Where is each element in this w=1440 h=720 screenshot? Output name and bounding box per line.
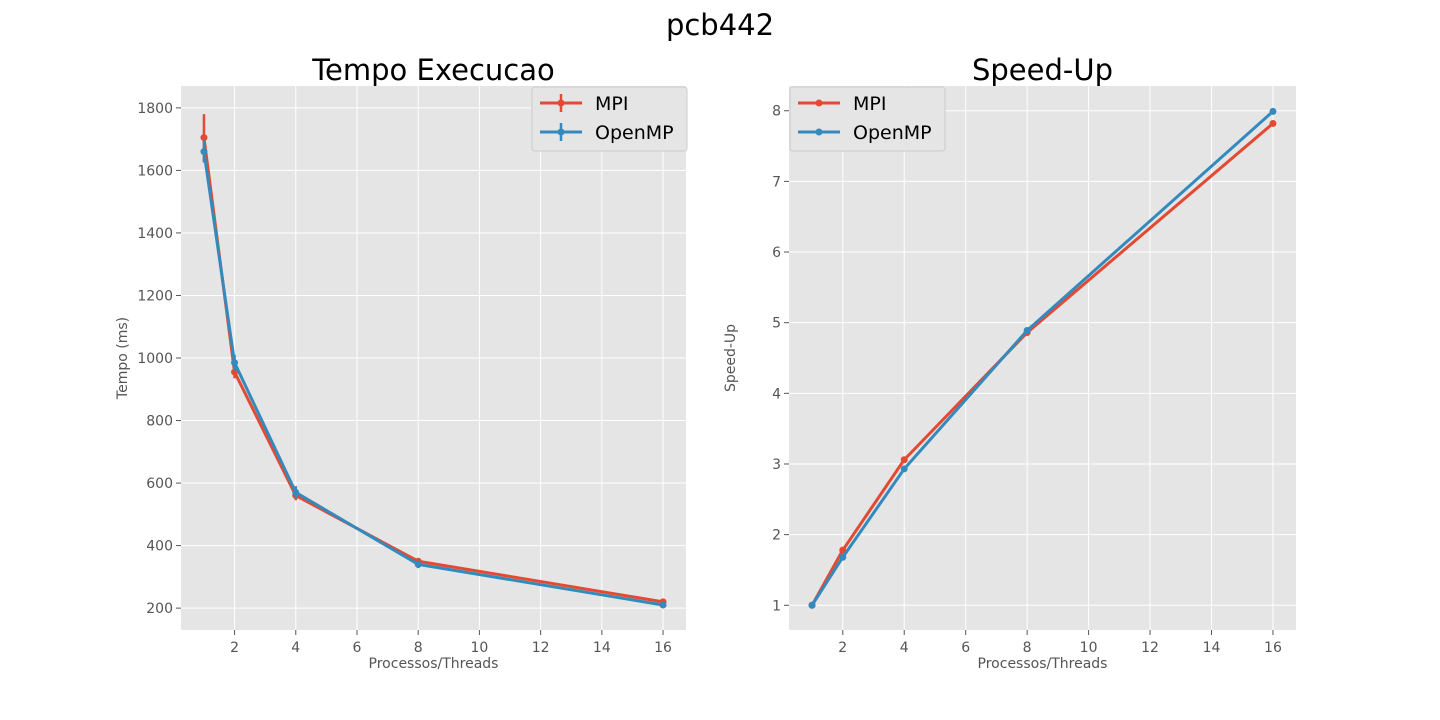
chart2-group: 2 4 6 8 10 12 14 1612345678Speed-UpProcessos/Th… [723,53,1296,672]
chart1-x-tick-label: 2 [230,640,239,656]
chart2-title: Speed-Up [972,53,1113,87]
chart1-x-tick-label: 16 [654,640,672,656]
chart1-title: Tempo Execucao [311,53,554,87]
chart2-x-tick-label: 10 [1080,640,1098,656]
chart1-y-tick-label: 1200 [137,288,173,304]
chart1-y-tick-label: 200 [146,601,173,617]
chart2-series-openmp-point [1023,326,1031,334]
chart2-x-axis-label: Processos/Threads [978,656,1108,672]
chart1-x-tick-label: 6 [353,640,362,656]
chart2-series-openmp-point [808,601,816,609]
chart2-y-tick-label: 8 [772,104,781,120]
chart1-y-tick-label: 400 [146,539,173,555]
chart2-x-tick-label: 8 [1023,640,1032,656]
chart2-series-openmp-point [900,465,908,473]
chart1-series-openmp-point [292,488,300,496]
chart2-series-mpi-point [900,456,908,464]
chart2-legend-swatch-marker [815,99,823,107]
chart2-y-tick-label: 3 [772,457,781,473]
chart2-legend-label: MPI [853,93,886,115]
chart2-y-tick-label: 6 [772,245,781,261]
chart2-x-tick-label: 14 [1203,640,1221,656]
chart1-series-openmp-point [414,560,422,568]
chart1-x-tick-label: 4 [291,640,300,656]
chart1-series-openmp-point [231,359,239,367]
chart1-x-tick-label: 8 [414,640,423,656]
chart1-x-tick-label: 10 [470,640,488,656]
chart1-y-tick-label: 1800 [137,101,173,117]
figure-suptitle: pcb442 [665,8,775,42]
chart2-series-mpi-point [1269,119,1277,127]
chart1-x-tick-label: 14 [593,640,611,656]
chart1-series-openmp-point [200,148,208,156]
chart1-group: 2 4 6 8 10 12 14 16 200 400 600 800 1000 1200 1400 1600… [115,53,688,672]
chart2-y-tick-label: 2 [772,528,781,544]
chart1-y-tick-label: 1000 [137,351,173,367]
chart2-y-tick-label: 1 [772,598,781,614]
chart1-x-tick-label: 12 [532,640,550,656]
chart2-y-tick-label: 5 [772,316,781,332]
chart1-series-mpi-point [231,368,239,376]
chart1-legend-label: OpenMP [595,122,674,144]
chart2-series-mpi-point [839,546,847,554]
chart2-legend: MPI OpenMP [789,86,946,152]
chart1-legend: MPI OpenMP [531,86,688,152]
chart2-x-tick-label: 4 [900,640,909,656]
chart2-y-tick-label: 7 [772,174,781,190]
chart2-y-axis-label: Speed-Up [723,324,739,392]
chart2-legend-label: OpenMP [853,122,932,144]
chart2-x-tick-label: 6 [961,640,970,656]
chart2-x-tick-label: 2 [838,640,847,656]
chart1-x-axis-label: Processos/Threads [369,656,499,672]
chart1-y-tick-label: 600 [146,476,173,492]
chart1-series-openmp-point [659,601,667,609]
chart1-y-tick-label: 1600 [137,163,173,179]
chart1-y-tick-label: 1400 [137,226,173,242]
chart2-legend-swatch-marker [815,128,823,136]
chart2-x-tick-label: 16 [1264,640,1282,656]
chart2-y-tick-label: 4 [772,386,781,402]
chart2-x-tick-label: 12 [1141,640,1159,656]
chart1-y-tick-label: 800 [146,414,173,430]
chart1-series-mpi-point [200,134,208,142]
chart1-y-axis-label: Tempo (ms) [115,317,131,400]
chart1-legend-label: MPI [595,93,628,115]
chart2-series-openmp-point [839,553,847,561]
chart2-series-openmp-point [1269,107,1277,115]
